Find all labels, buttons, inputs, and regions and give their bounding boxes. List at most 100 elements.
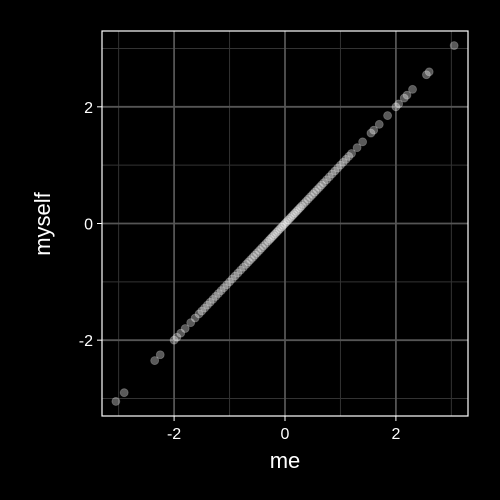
scatter-point xyxy=(402,90,412,100)
scatter-point xyxy=(293,205,303,214)
scatter-point xyxy=(248,252,258,262)
scatter-point xyxy=(338,157,348,167)
scatter-point xyxy=(246,255,256,265)
scatter-point xyxy=(243,257,253,267)
scatter-point xyxy=(301,196,311,206)
scatter-point xyxy=(285,213,295,223)
scatter-point xyxy=(197,306,207,316)
scatter-point xyxy=(186,318,196,328)
scatter-point xyxy=(292,206,302,216)
scatter-point xyxy=(399,93,409,103)
y-tick-label: 0 xyxy=(84,217,93,234)
scatter-point xyxy=(308,189,318,199)
scatter-point xyxy=(287,212,297,221)
scatter-point xyxy=(219,283,229,293)
scatter-point xyxy=(241,259,251,269)
scatter-point xyxy=(306,192,315,202)
scatter-point xyxy=(172,332,182,342)
scatter-point xyxy=(205,297,215,307)
scatter-point xyxy=(233,268,243,278)
scatter-point xyxy=(214,289,223,298)
scatter-point xyxy=(265,234,275,244)
scatter-point xyxy=(111,397,121,406)
scatter-point xyxy=(317,180,327,190)
scatter-point xyxy=(297,201,307,211)
scatter-point xyxy=(270,229,280,239)
scatter-point xyxy=(280,219,290,228)
y-tick-label: -2 xyxy=(79,333,93,350)
scatter-point xyxy=(119,388,129,398)
y-tick-label: 2 xyxy=(84,100,93,117)
scatter-point xyxy=(278,220,288,230)
scatter-point xyxy=(352,143,362,153)
scatter-point xyxy=(227,274,237,284)
data-points xyxy=(111,41,459,406)
x-axis-title: me xyxy=(270,448,301,473)
scatter-point xyxy=(358,137,368,147)
y-axis-title: myself xyxy=(30,191,55,255)
x-tick-label: 2 xyxy=(391,426,400,443)
scatter-point xyxy=(327,169,337,179)
scatter-point xyxy=(424,67,434,77)
scatter-point xyxy=(190,313,200,323)
scatter-point xyxy=(295,203,305,213)
scatter-point xyxy=(283,215,293,225)
scatter-point xyxy=(272,227,282,237)
x-tick-label: 0 xyxy=(281,426,290,443)
scatter-point xyxy=(267,233,277,242)
axis-ticks: -2 0 2 -2 0 2 xyxy=(79,100,401,443)
scatter-point xyxy=(202,300,212,310)
scatter-point xyxy=(257,243,267,253)
scatter-point xyxy=(322,175,331,185)
scatter-point xyxy=(312,185,322,195)
scatter-point xyxy=(263,236,273,246)
scatter-point xyxy=(211,292,221,301)
scatter-point xyxy=(208,294,218,304)
scatter-point xyxy=(299,199,309,209)
scatter-point xyxy=(314,182,324,192)
scatter-point xyxy=(169,335,179,345)
scatter-point xyxy=(200,303,209,313)
x-tick-label: -2 xyxy=(167,426,181,443)
scatter-point xyxy=(255,245,264,255)
scatter-point xyxy=(310,187,320,197)
scatter-point xyxy=(259,241,269,251)
scatter-point xyxy=(239,262,248,272)
scatter-point xyxy=(194,309,204,319)
scatter-point xyxy=(333,163,343,173)
scatter-point xyxy=(275,224,285,234)
scatter-point xyxy=(176,328,186,338)
scatter-point xyxy=(250,250,260,260)
scatter-point xyxy=(324,172,334,182)
scatter-point xyxy=(290,208,300,218)
scatter-point xyxy=(341,154,351,164)
scatter-point xyxy=(216,286,226,295)
scatter-point xyxy=(394,99,404,109)
scatter-point xyxy=(155,350,165,360)
scatter-point xyxy=(408,84,417,94)
scatter-point xyxy=(303,194,313,204)
scatter-point xyxy=(449,41,459,50)
scatter-point xyxy=(277,222,287,232)
scatter-point xyxy=(222,280,232,290)
scatter-point xyxy=(319,178,329,188)
scatter-point xyxy=(391,102,401,112)
scatter-point xyxy=(252,248,262,258)
scatter-point xyxy=(225,277,234,287)
scatter-point xyxy=(273,226,283,235)
scatter-point xyxy=(336,160,345,170)
scatter-point xyxy=(344,152,354,161)
scatter-point xyxy=(330,166,340,176)
scatter-point xyxy=(288,210,298,220)
scatter-point xyxy=(150,356,160,365)
scatter-point xyxy=(261,238,271,248)
scatter-point xyxy=(180,324,190,333)
scatter-point xyxy=(347,149,356,158)
scatter-point xyxy=(369,125,379,135)
scatter-point xyxy=(422,70,431,80)
scatter-point xyxy=(366,128,376,138)
scatter-point xyxy=(230,271,240,281)
scatter-point xyxy=(282,217,292,227)
